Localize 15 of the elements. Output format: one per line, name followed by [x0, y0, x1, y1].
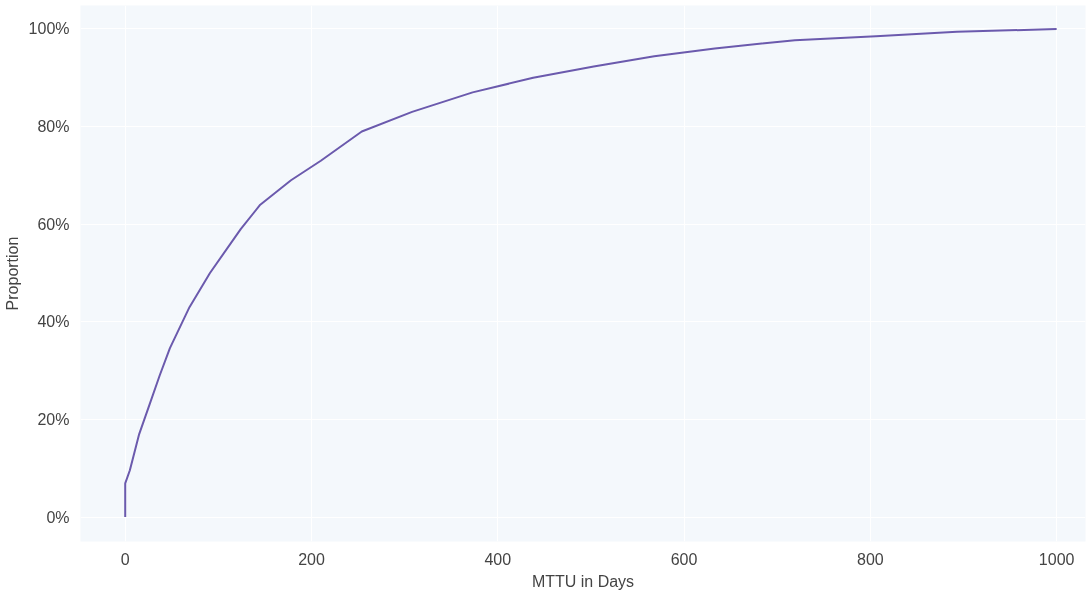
x-tick-label: 0: [120, 550, 130, 568]
y-tick-label: 40%: [37, 313, 70, 331]
y-tick-label: 20%: [37, 410, 70, 428]
x-tick-label: 600: [670, 550, 698, 568]
y-tick-label: 100%: [28, 20, 70, 38]
line-series: [124, 27, 1058, 519]
x-tick-label: 400: [484, 550, 512, 568]
x-tick-label: 200: [298, 550, 325, 568]
x-axis-title: MTTU in Days: [531, 572, 635, 590]
y-tick-label: 0%: [46, 508, 70, 526]
y-axis-title: Proportion: [3, 236, 21, 311]
y-tick-label: 60%: [37, 215, 70, 233]
x-tick-label: 1000: [1038, 550, 1075, 568]
x-tick-label: 800: [856, 550, 884, 568]
y-tick-label: 80%: [37, 118, 70, 136]
